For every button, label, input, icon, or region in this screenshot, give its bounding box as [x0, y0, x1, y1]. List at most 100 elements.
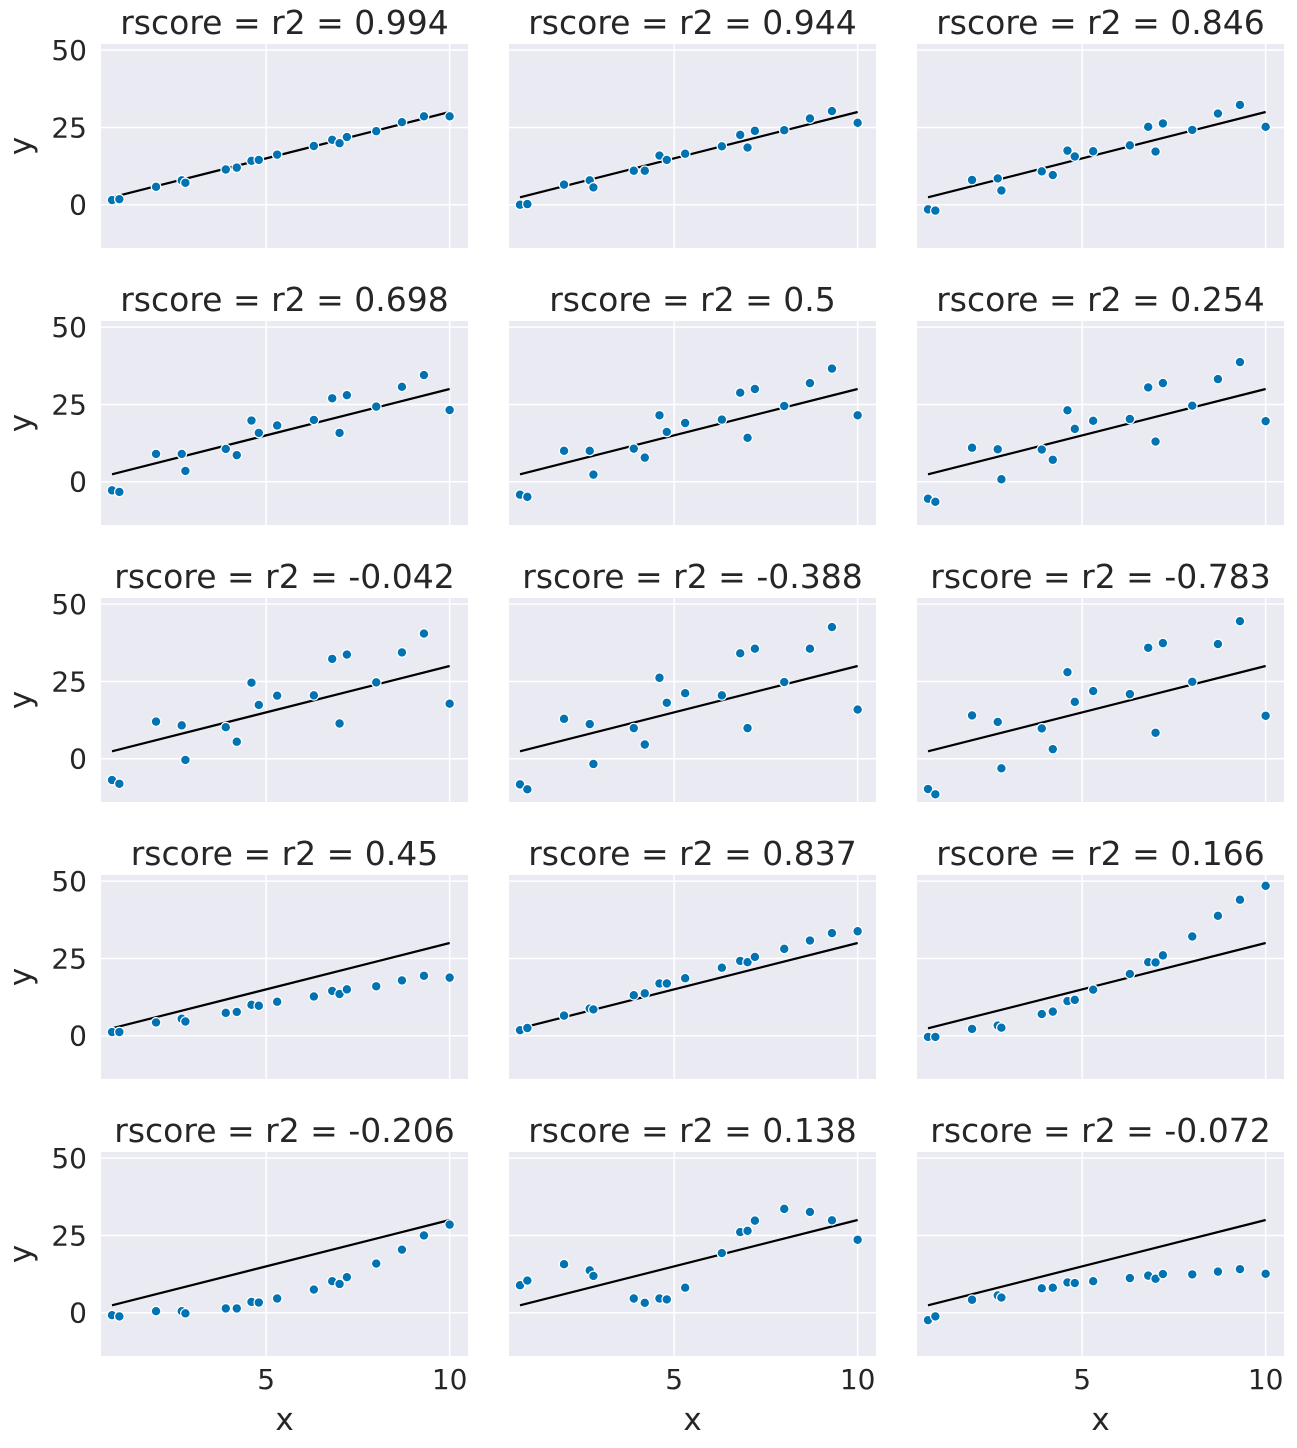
data-point [1150, 727, 1161, 739]
data-point [742, 956, 753, 968]
data-point [521, 198, 533, 210]
data-point [1186, 1268, 1198, 1280]
data-point [396, 116, 408, 128]
panel-title: rscore = r2 = -0.072 [930, 1111, 1270, 1150]
panel-background [101, 1152, 468, 1356]
data-point [661, 697, 673, 709]
data-point [326, 392, 338, 404]
data-point [804, 113, 816, 124]
data-point [1047, 1006, 1059, 1018]
panel-title: rscore = r2 = 0.837 [528, 834, 857, 873]
data-point [929, 1311, 941, 1322]
data-point [1234, 1263, 1246, 1275]
x-tick-label: 10 [432, 1363, 468, 1396]
x-axis-label: x [1091, 1402, 1109, 1438]
data-point [804, 1206, 816, 1218]
panel-background [917, 875, 1284, 1079]
data-point [679, 687, 691, 699]
data-point [1087, 984, 1099, 996]
data-point [639, 1297, 651, 1309]
data-point [253, 699, 265, 711]
data-point [521, 491, 533, 503]
panel-6: rscore = r2 = 0.254 [917, 280, 1284, 525]
data-point [1124, 413, 1136, 425]
data-point [584, 445, 596, 457]
data-point [113, 1026, 125, 1038]
data-point [628, 989, 640, 1001]
data-point [1062, 666, 1073, 678]
data-point [1069, 423, 1081, 435]
data-point [1150, 436, 1161, 447]
data-point [341, 131, 353, 143]
x-tick-label: 5 [257, 1363, 275, 1396]
data-point [1234, 99, 1246, 111]
data-point [1260, 121, 1272, 133]
data-point [639, 165, 651, 177]
data-point [1124, 139, 1136, 151]
data-point [826, 105, 838, 117]
data-point [996, 185, 1007, 196]
y-tick-label: 25 [51, 111, 87, 144]
data-point [334, 137, 345, 149]
panel-background [917, 598, 1284, 802]
y-tick-label: 25 [51, 388, 87, 421]
data-point [1124, 688, 1136, 700]
panel-background [509, 1152, 876, 1356]
data-point [584, 718, 596, 730]
data-point [113, 486, 125, 498]
data-point [220, 721, 232, 733]
data-point [1212, 373, 1224, 385]
data-point [996, 1292, 1007, 1303]
data-point [1047, 454, 1059, 466]
data-point [308, 414, 320, 426]
data-point [852, 704, 864, 715]
regression-line [927, 387, 1266, 476]
data-point [370, 1258, 382, 1269]
data-point [1150, 146, 1161, 157]
panel-4: rscore = r2 = 0.698 0 25 50 y [3, 280, 468, 525]
data-point [1124, 1272, 1136, 1284]
data-point [418, 628, 430, 639]
y-axis-label: y [3, 1245, 39, 1263]
y-tick-label: 50 [51, 34, 87, 67]
y-tick-label: 50 [51, 311, 87, 344]
y-tick-label: 0 [69, 1020, 87, 1053]
data-point [341, 1271, 353, 1283]
panel-title: rscore = r2 = -0.042 [114, 557, 454, 596]
panel-title: rscore = r2 = 0.138 [528, 1111, 857, 1150]
data-point [253, 427, 265, 439]
data-point [778, 1203, 790, 1215]
data-point [1047, 169, 1059, 181]
data-point [113, 193, 125, 205]
y-tick-label: 25 [51, 942, 87, 975]
data-point [1157, 637, 1169, 649]
regression-line [111, 941, 450, 1030]
data-point [1157, 1268, 1169, 1280]
data-point [271, 420, 283, 431]
data-point [749, 383, 761, 395]
data-point [253, 1000, 265, 1012]
x-tick-label: 5 [665, 1363, 683, 1396]
data-point [996, 762, 1007, 774]
regression-line [519, 664, 858, 753]
y-tick-label: 0 [69, 743, 87, 776]
data-point [639, 739, 651, 750]
x-tick-label: 10 [840, 1363, 876, 1396]
data-point [922, 783, 934, 795]
regression-line [519, 941, 858, 1030]
data-point [1234, 894, 1246, 906]
data-point [370, 980, 382, 992]
data-point [966, 442, 978, 454]
data-point [639, 987, 651, 999]
data-point [521, 783, 533, 795]
data-point [1234, 356, 1246, 368]
data-point [742, 142, 753, 153]
data-point [418, 369, 430, 381]
panel-12: rscore = r2 = 0.166 [917, 834, 1284, 1079]
data-point [113, 1311, 125, 1322]
data-point [742, 1225, 753, 1237]
data-point [1157, 949, 1169, 961]
data-point [826, 363, 838, 375]
data-point [628, 443, 640, 455]
data-point [749, 643, 761, 655]
